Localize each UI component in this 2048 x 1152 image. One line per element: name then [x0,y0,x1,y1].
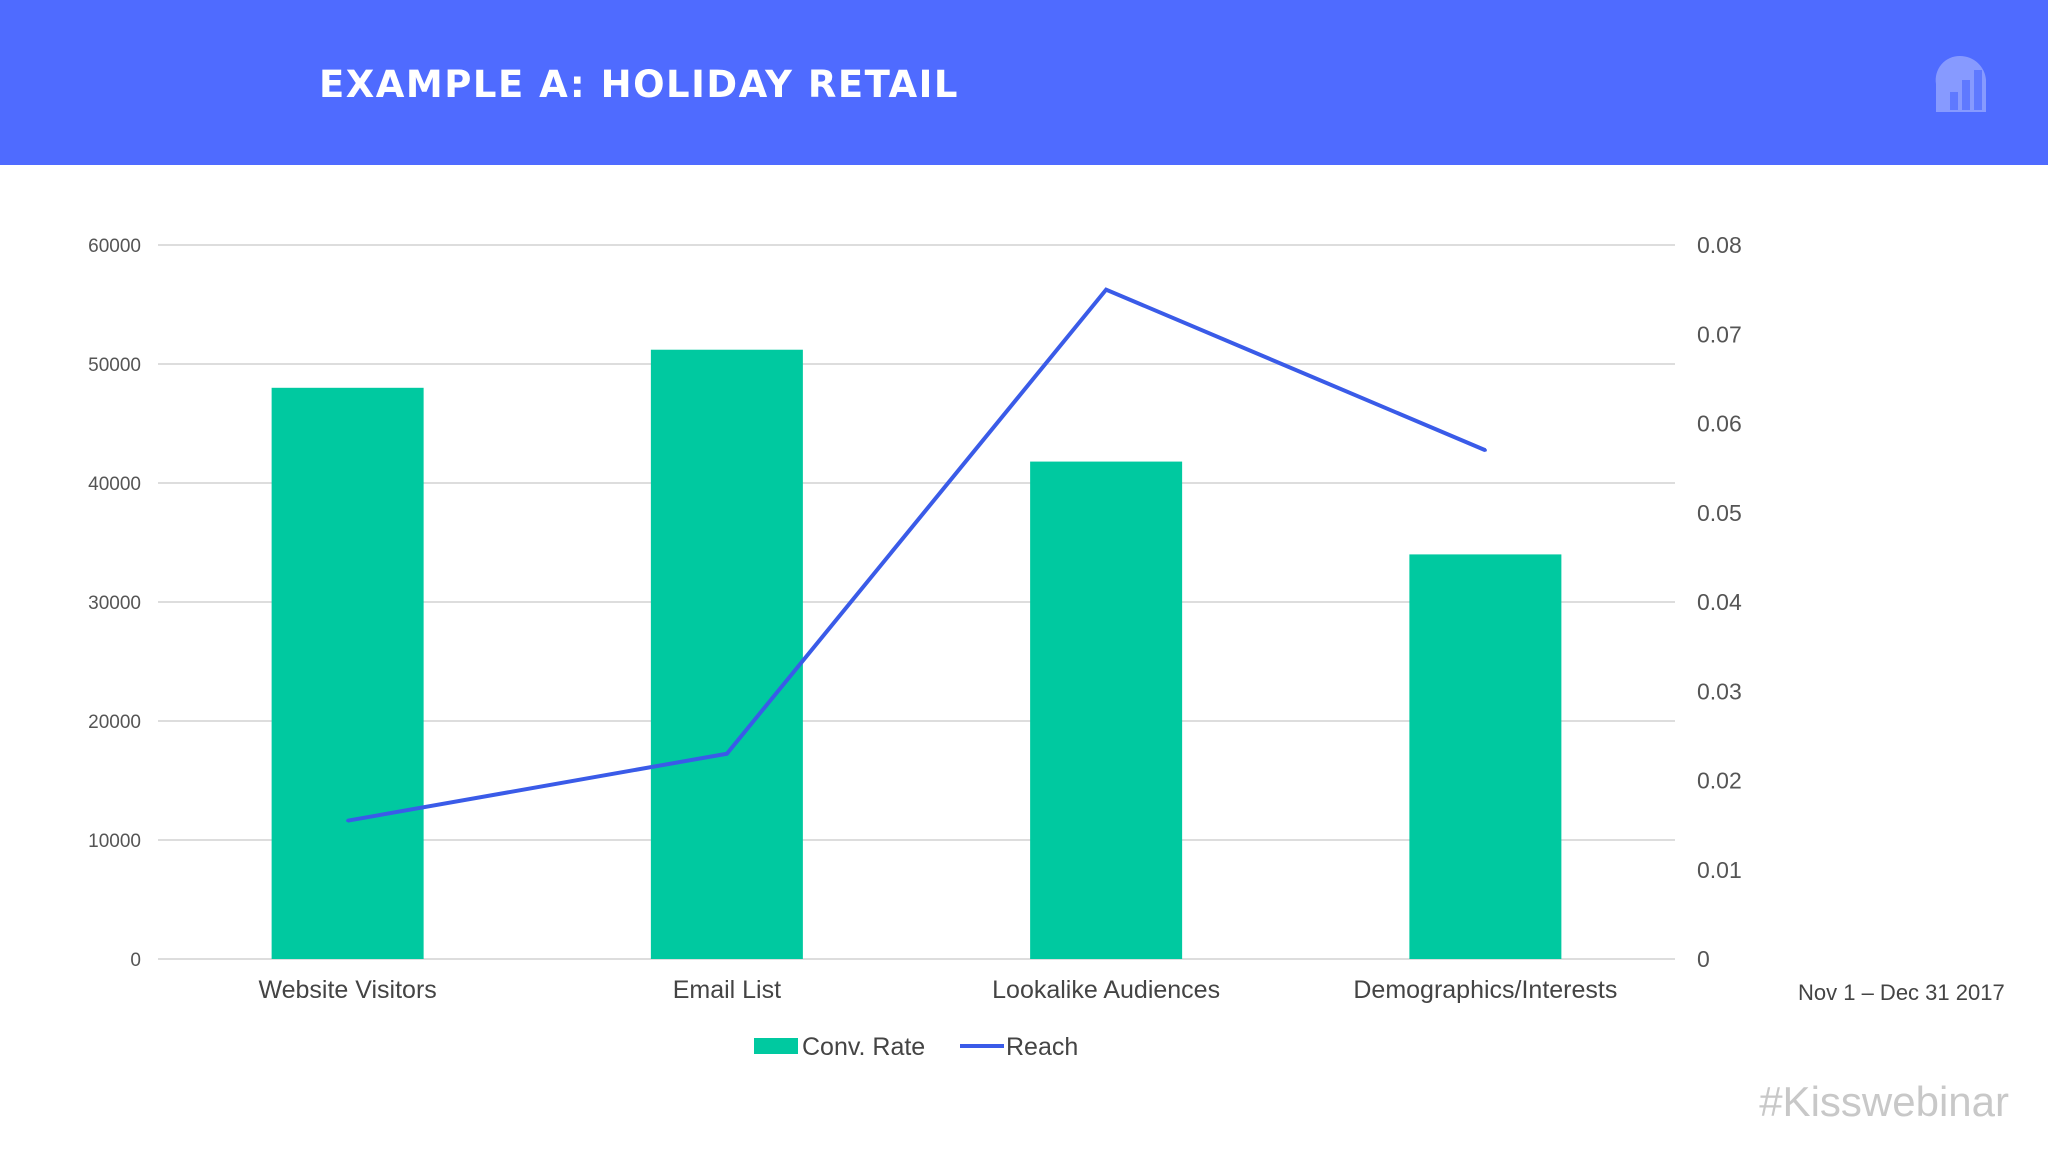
y-right-tick-label: 0 [1697,946,1710,972]
y-right-tick-label: 0.08 [1697,232,1742,258]
bar [1030,461,1183,959]
reach-point [1104,288,1108,292]
y-right-tick-label: 0.04 [1697,589,1742,615]
y-left-tick-label: 60000 [88,236,141,257]
y-right-tick-label: 0.06 [1697,411,1742,437]
x-tick-label: Demographics/Interests [1353,976,1617,1004]
date-range-label: Nov 1 – Dec 31 2017 [1798,980,2005,1005]
y-right-tick-label: 0.07 [1697,321,1742,347]
y-right-tick-label: 0.03 [1697,678,1742,704]
y-left-tick-label: 30000 [88,593,141,614]
y-left-tick-label: 0 [130,950,141,971]
hashtag-label: #Kisswebinar [1759,1078,2009,1125]
y-right-tick-label: 0.01 [1697,857,1742,883]
x-tick-label: Website Visitors [258,976,436,1004]
y-left-tick-label: 10000 [88,831,141,852]
bar-chart-cloud-icon [1935,55,1986,112]
combo-chart: 0 10000 20000 30000 40000 50000 60000 0 0.01 0.02… [88,232,1742,1061]
legend-swatch-conv-rate [754,1038,798,1054]
x-tick-label: Lookalike Audiences [992,976,1220,1004]
page-title: EXAMPLE A: HOLIDAY RETAIL [319,63,959,106]
bar [271,387,424,959]
x-tick-label: Email List [673,976,781,1004]
legend-label-reach: Reach [1006,1033,1078,1061]
y-right-tick-label: 0.05 [1697,500,1742,526]
reach-point [1483,448,1487,452]
y-left-tick-label: 40000 [88,474,141,495]
bar [1409,554,1562,959]
bar [650,349,803,960]
legend-label-conv-rate: Conv. Rate [802,1033,925,1061]
y-left-tick-label: 50000 [88,355,141,376]
reach-point [346,819,350,823]
reach-point [725,752,729,756]
reach-line [347,287,1487,823]
y-right-tick-label: 0.02 [1697,768,1742,794]
title-bar: EXAMPLE A: HOLIDAY RETAIL [0,0,2048,165]
y-left-tick-label: 20000 [88,712,141,733]
